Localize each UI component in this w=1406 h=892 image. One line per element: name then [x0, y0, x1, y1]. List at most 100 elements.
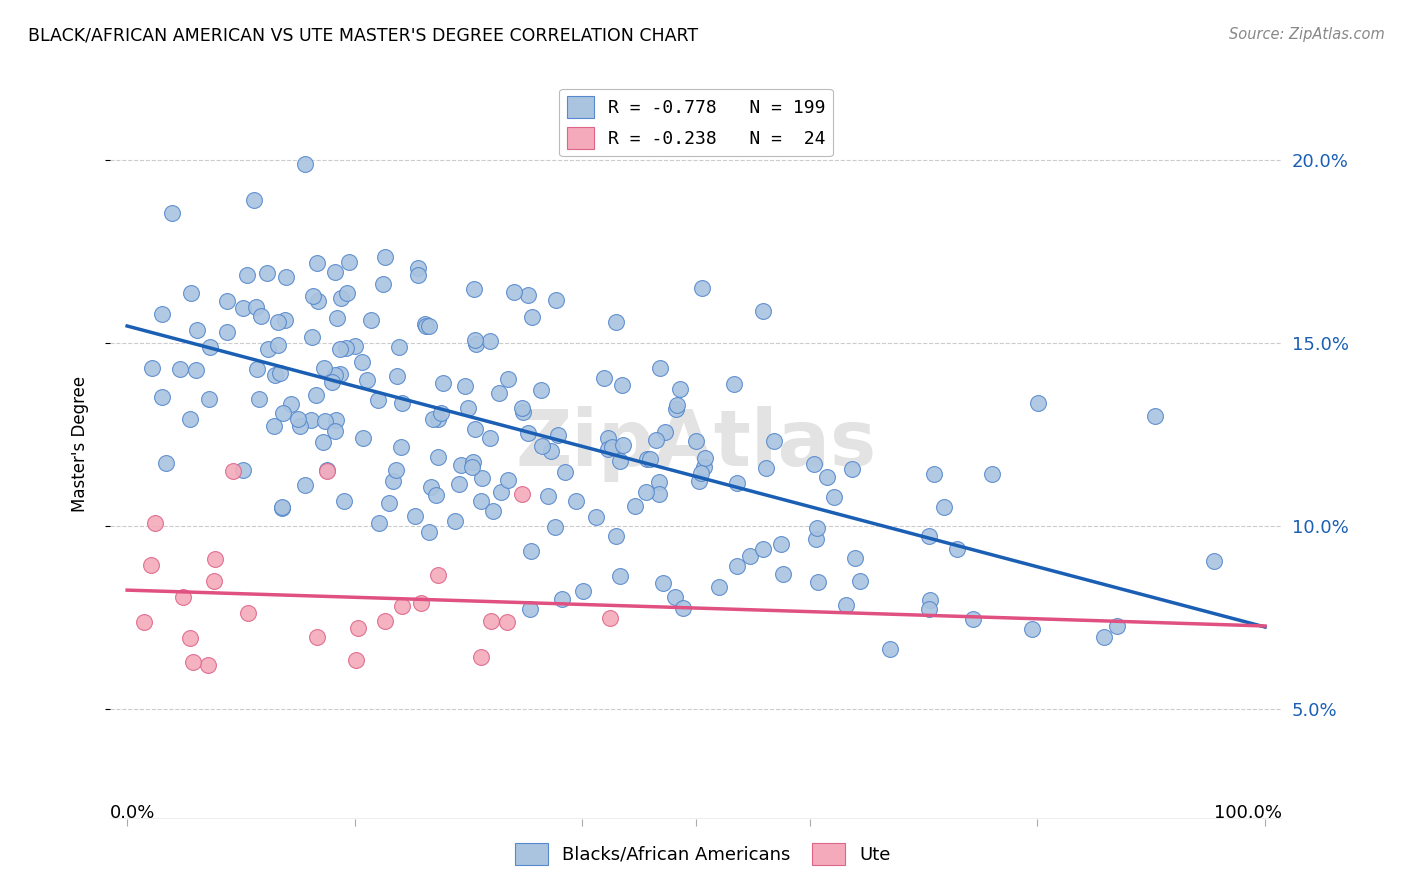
Point: [770, 536, 793, 550]
Point: [738, 549, 761, 563]
Point: [512, 404, 534, 418]
Point: [457, 401, 479, 415]
Point: [329, 368, 352, 382]
Point: [179, 631, 201, 645]
Point: [612, 438, 634, 452]
Point: [198, 340, 221, 354]
Point: [374, 614, 396, 628]
Point: [1092, 630, 1115, 644]
Point: [246, 361, 269, 376]
Point: [496, 474, 519, 488]
Point: [232, 463, 254, 477]
Point: [150, 306, 173, 320]
Point: [389, 440, 412, 454]
Point: [236, 268, 259, 282]
Point: [692, 281, 714, 295]
Point: [245, 300, 267, 314]
Text: Source: ZipAtlas.com: Source: ZipAtlas.com: [1229, 27, 1385, 42]
Point: [654, 425, 676, 439]
Point: [256, 266, 278, 280]
Point: [204, 574, 226, 588]
Point: [636, 451, 658, 466]
Point: [934, 500, 956, 515]
Point: [391, 599, 413, 613]
Point: [269, 366, 291, 380]
Point: [693, 450, 716, 465]
Point: [155, 456, 177, 470]
Point: [520, 543, 543, 558]
Point: [197, 658, 219, 673]
Point: [815, 469, 838, 483]
Point: [367, 393, 389, 408]
Point: [763, 434, 786, 448]
Point: [314, 414, 336, 428]
Point: [461, 455, 484, 469]
Point: [464, 422, 486, 436]
Point: [723, 376, 745, 391]
Point: [413, 317, 436, 331]
Point: [879, 642, 901, 657]
Point: [693, 460, 716, 475]
Point: [204, 552, 226, 566]
Point: [752, 541, 775, 556]
Point: [273, 406, 295, 420]
Point: [544, 293, 567, 308]
Point: [329, 291, 352, 305]
Point: [180, 286, 202, 301]
Point: [294, 157, 316, 171]
Point: [664, 402, 686, 417]
Point: [636, 485, 658, 500]
Point: [427, 568, 450, 582]
Point: [806, 533, 828, 547]
Point: [470, 650, 492, 665]
Point: [470, 471, 492, 485]
Point: [425, 488, 447, 502]
Point: [232, 301, 254, 316]
Point: [453, 378, 475, 392]
Point: [1021, 622, 1043, 636]
Point: [385, 368, 408, 383]
Point: [519, 602, 541, 616]
Point: [835, 598, 858, 612]
Point: [491, 484, 513, 499]
Point: [669, 382, 692, 396]
Point: [381, 474, 404, 488]
Point: [336, 285, 359, 300]
Point: [141, 558, 163, 573]
Point: [572, 583, 595, 598]
Point: [344, 339, 367, 353]
Point: [243, 193, 266, 207]
Point: [980, 467, 1002, 481]
Point: [418, 525, 440, 540]
Point: [479, 614, 502, 628]
Point: [652, 576, 675, 591]
Point: [132, 615, 155, 629]
Point: [404, 508, 426, 523]
Point: [325, 368, 347, 383]
Point: [333, 494, 356, 508]
Point: [922, 467, 945, 482]
Point: [612, 378, 634, 392]
Point: [609, 569, 631, 583]
Point: [510, 401, 533, 416]
Point: [305, 630, 328, 644]
Point: [478, 431, 501, 445]
Point: [344, 652, 367, 666]
Point: [463, 282, 485, 296]
Point: [422, 412, 444, 426]
Point: [520, 310, 543, 324]
Point: [326, 311, 349, 326]
Point: [274, 312, 297, 326]
Point: [249, 392, 271, 406]
Point: [288, 419, 311, 434]
Point: [755, 461, 778, 475]
Point: [461, 459, 484, 474]
Point: [605, 315, 627, 329]
Point: [823, 491, 845, 505]
Point: [274, 269, 297, 284]
Point: [384, 463, 406, 477]
Point: [624, 499, 647, 513]
Point: [311, 435, 333, 450]
Point: [406, 260, 429, 275]
Point: [415, 319, 437, 334]
